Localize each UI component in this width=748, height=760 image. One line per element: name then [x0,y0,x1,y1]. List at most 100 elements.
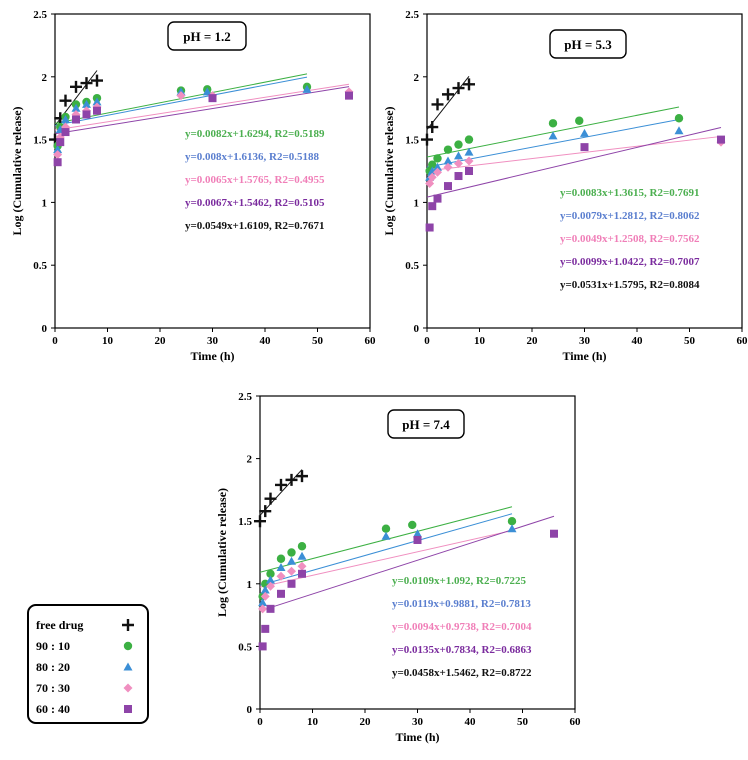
data-point-60-40 [345,91,353,100]
x-axis-label: Time (h) [190,349,234,363]
chart-panel-ph-5-3: 0 10 20 30 40 50 60 0 0.5 1 1.5 2 2.5 Time (h) Log (Cu… [382,9,748,363]
data-point-80-20 [287,556,296,565]
fit-line-free-drug [426,75,470,130]
data-point-free-drug [59,94,72,107]
data-point-70-30 [266,581,275,591]
fit-equation-free-drug: y=0.0549x+1.6109, R2=0.7671 [185,220,325,232]
data-point-80-20 [297,551,307,560]
data-point-70-30 [427,172,437,182]
data-point-80-20 [202,87,212,96]
fit-equation-80-20: y=0.0119x+0.9881, R2=0.7813 [392,598,531,610]
y-tick-label: 2 [42,72,48,84]
data-point-80-20 [71,103,81,112]
y-tick-label: 2 [247,454,253,466]
data-point-90-10 [443,145,453,154]
y-tick-label: 2.5 [33,9,47,21]
data-point-free-drug [264,492,277,505]
y-axis-label: Log (Cumulative release) [382,106,396,235]
data-point-80-20 [276,563,286,572]
data-point-60-40 [61,128,70,137]
data-point-free-drug [442,88,454,101]
x-tick-label: 40 [632,335,644,347]
chart-title: pH = 1.2 [183,29,231,44]
data-point-90-10 [575,116,584,125]
data-point-60-40 [266,604,275,613]
title-box [387,409,465,439]
data-point-70-30 [276,571,286,581]
data-point-60-40 [277,589,285,598]
fit-equation-free-drug: y=0.0531x+1.5795, R2=0.8084 [560,279,700,291]
data-point-free-drug [426,121,439,134]
x-tick-label: 10 [474,335,486,347]
data-point-70-30 [443,162,453,172]
data-point-free-drug [463,78,475,91]
fit-line-free-drug [259,469,303,516]
x-tick-label: 20 [155,335,167,347]
data-point-80-20 [381,531,391,540]
x-tick-label: 50 [684,335,696,347]
fit-equation-80-20: y=0.008x+1.6136, R2=0.5188 [185,151,319,163]
legend-triangle-marker [123,662,133,671]
x-axis-label: Time (h) [562,349,606,363]
data-point-60-40 [454,172,463,181]
y-tick-label: 0 [247,704,253,716]
data-point-free-drug [275,478,287,491]
data-point-80-20 [548,131,558,140]
data-point-80-20 [92,97,102,106]
y-tick-label: 2.5 [405,9,419,21]
data-point-60-40 [53,158,62,167]
fit-line-60-40 [259,515,555,612]
data-point-70-30 [297,561,307,571]
data-point-90-10 [266,569,275,578]
y-tick-label: 1 [42,197,48,209]
x-tick-label: 60 [365,335,377,347]
x-tick-label: 50 [517,716,529,728]
legend: free drug 90 : 10 80 : 20 70 : 30 60 : 40 [27,604,149,724]
data-point-90-10 [454,140,463,149]
data-point-60-40 [444,182,452,191]
y-tick-label: 0 [414,323,420,335]
y-axis-label: Log (Cumulative release) [215,488,229,617]
data-point-70-30 [176,91,186,101]
data-point-80-20 [454,151,463,160]
y-axis-label: Log (Cumulative release) [10,106,24,235]
data-point-80-20 [580,128,589,137]
data-point-60-40 [258,642,267,651]
fit-equation-60-40: y=0.0067x+1.5462, R2=0.5105 [185,197,325,209]
data-point-70-30 [260,591,270,601]
data-point-90-10 [381,524,391,533]
data-point-80-20 [61,115,70,124]
data-point-60-40 [433,194,442,203]
data-point-90-10 [507,517,517,526]
data-point-70-30 [433,167,442,177]
fit-equation-60-40: y=0.0099x+1.0422, R2=0.7007 [560,256,700,268]
data-point-free-drug [91,74,103,87]
fit-equation-70-30: y=0.0065x+1.5765, R2=0.4955 [185,174,325,186]
x-tick-label: 30 [207,335,219,347]
plot-frame [259,395,576,710]
data-point-60-40 [56,138,65,147]
data-point-90-10 [408,520,417,530]
y-tick-label: 2.5 [238,391,252,403]
data-point-60-40 [261,624,270,633]
data-point-free-drug [452,82,465,95]
data-point-90-10 [297,542,307,551]
y-tick-label: 0 [42,323,48,335]
x-tick-label: 10 [307,716,319,728]
data-point-80-20 [464,147,474,156]
data-point-80-20 [258,598,268,607]
data-point-80-20 [266,575,275,584]
fit-line-60-40 [426,126,722,198]
legend-label: 70 : 30 [36,681,70,695]
x-tick-label: 40 [465,716,477,728]
legend-label: 60 : 40 [36,702,70,716]
data-point-70-30 [464,156,474,166]
legend-circle-marker [123,641,133,651]
legend-label: free drug [36,618,83,632]
fit-equation-90-10: y=0.0109x+1.092, R2=0.7225 [392,575,526,587]
data-point-60-40 [93,106,101,115]
data-point-60-40 [413,535,422,544]
data-point-80-20 [674,126,684,135]
